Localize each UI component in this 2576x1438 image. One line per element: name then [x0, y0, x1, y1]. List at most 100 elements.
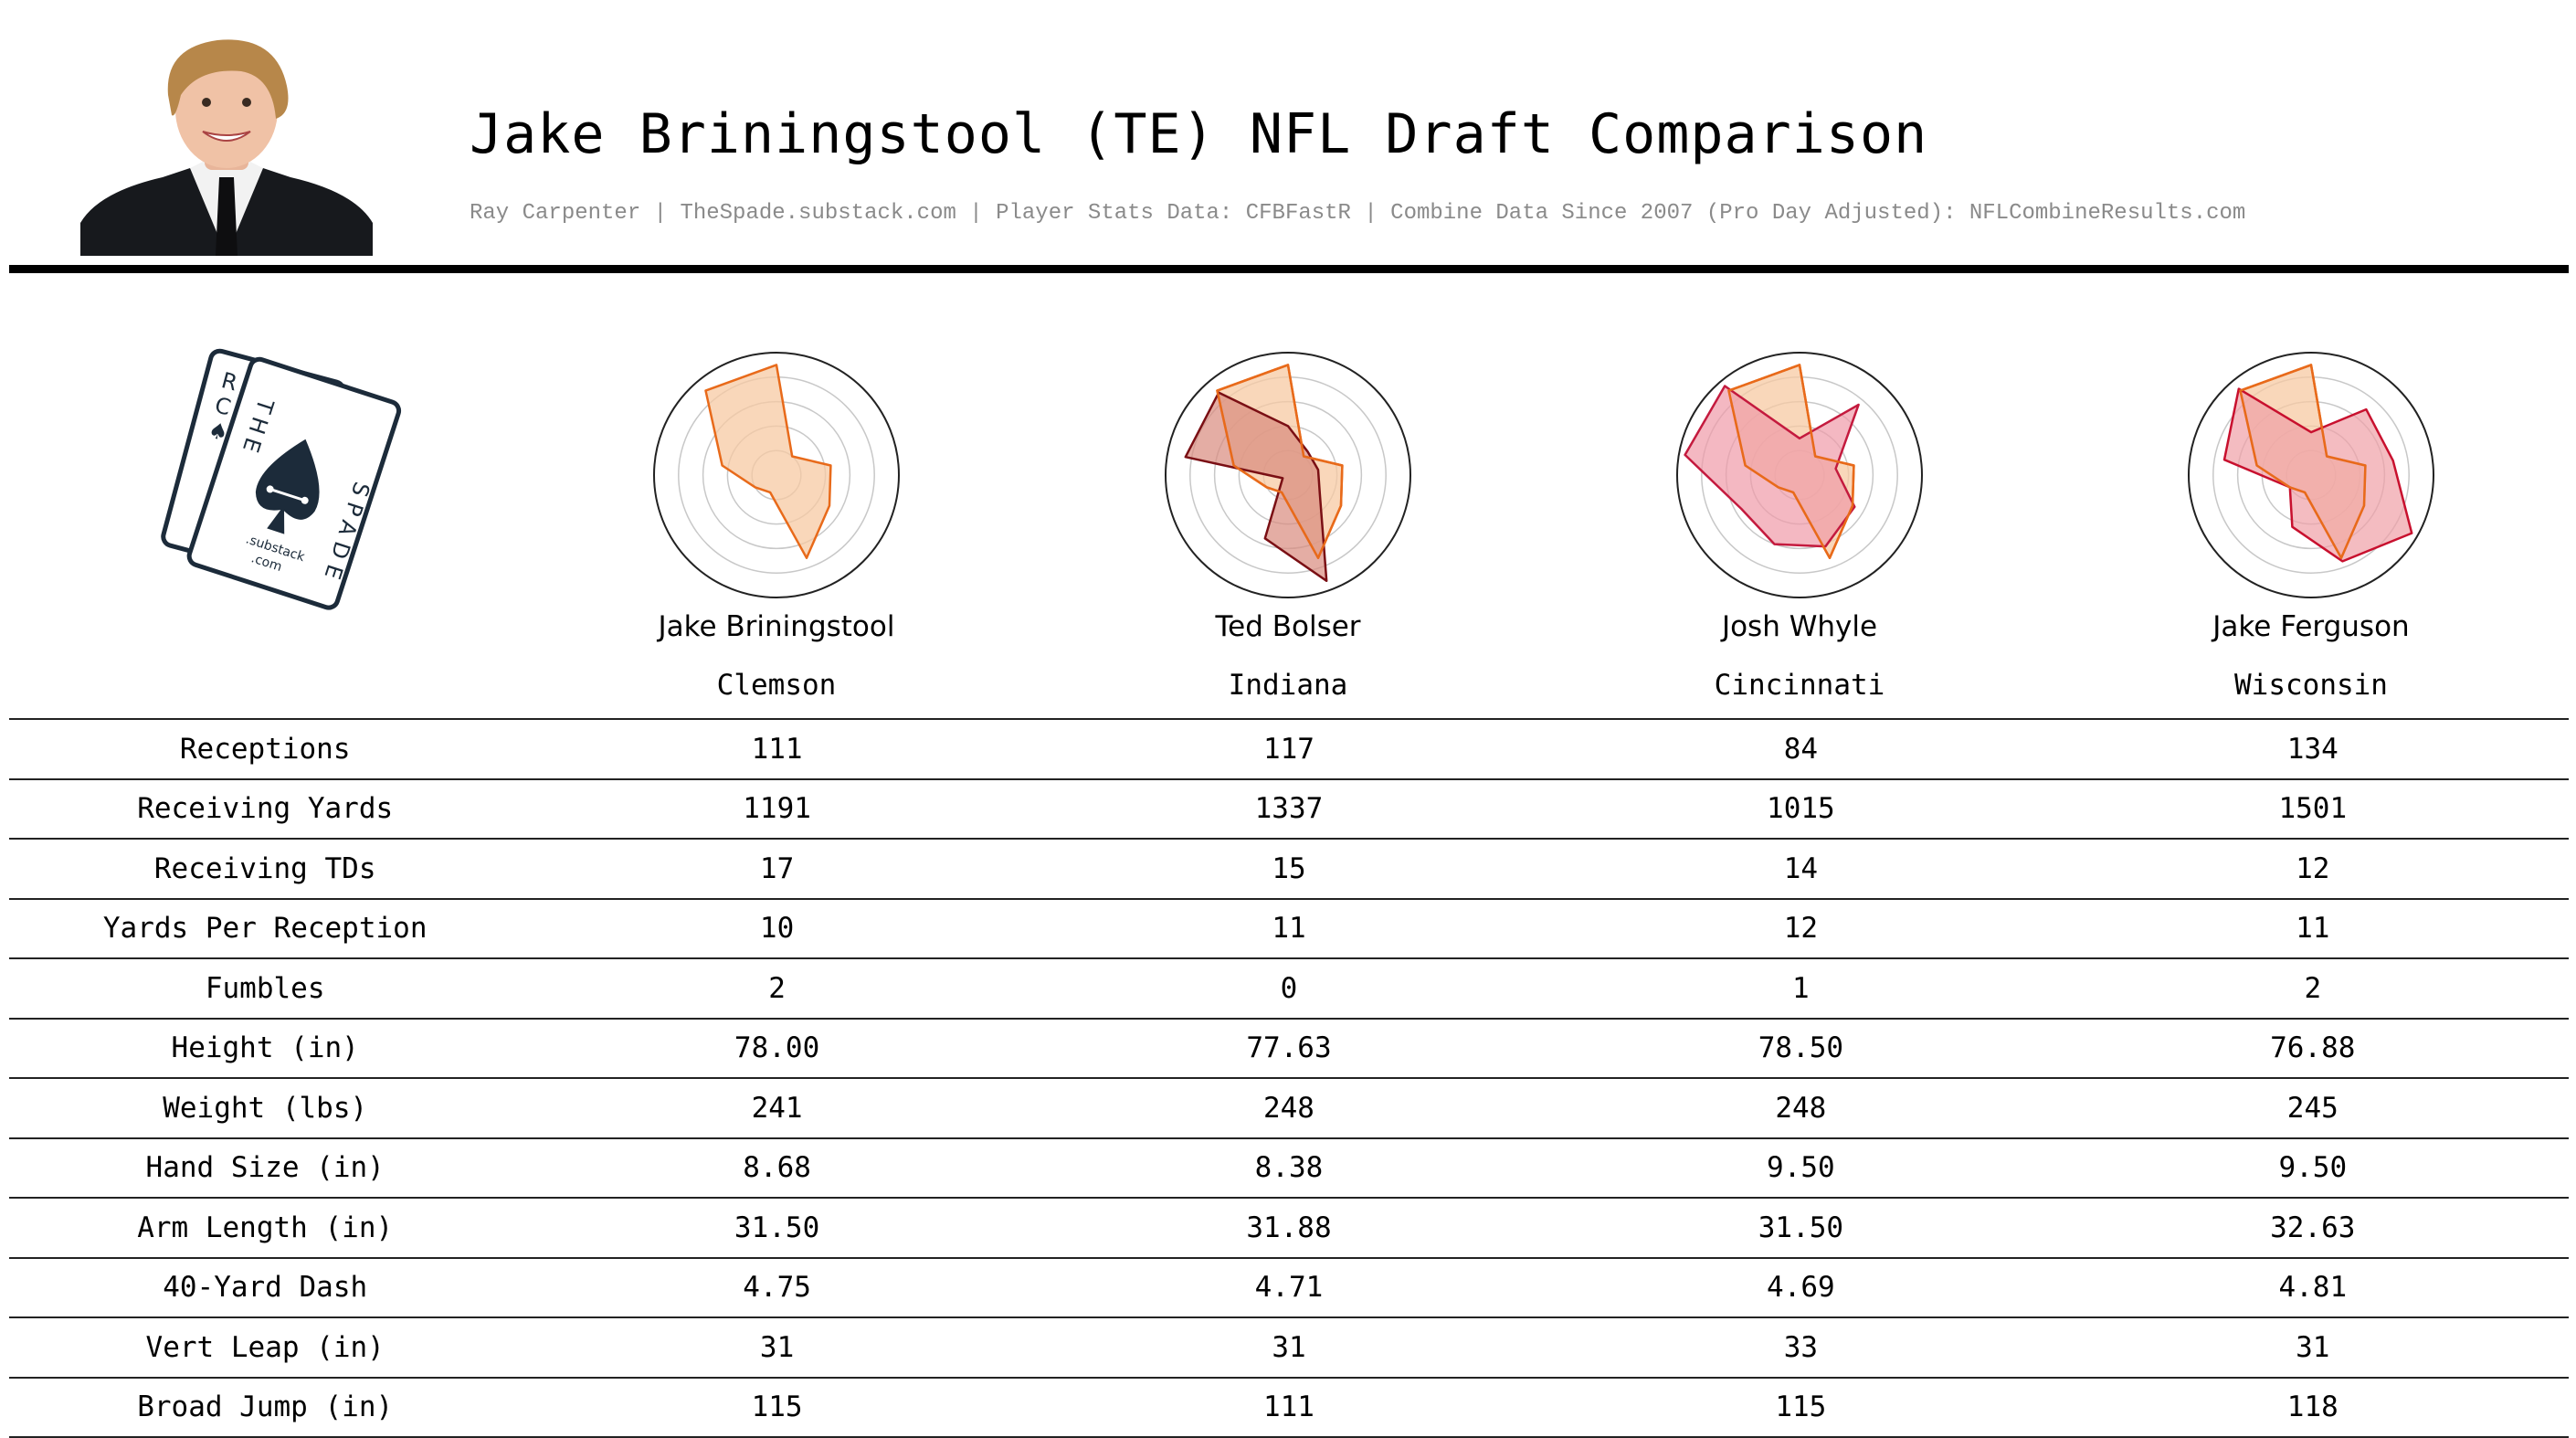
svg-text:C: C [212, 392, 233, 420]
table-cell: 32.63 [2056, 1197, 2569, 1258]
radar-target-series [704, 364, 832, 559]
radar-chart-2 [1165, 352, 1411, 598]
row-label: Arm Length (in) [9, 1197, 522, 1258]
radar-target-outline [1216, 364, 1344, 559]
stats-table: Receptions 111 117 84 134 Receiving Yards 1191… [9, 718, 2569, 1438]
table-cell: 31.50 [1545, 1197, 2057, 1258]
table-cell: 15 [1032, 838, 1546, 899]
table-cell: 117 [1032, 718, 1546, 779]
table-cell: 31.88 [1032, 1197, 1546, 1258]
page-subtitle: Ray Carpenter | TheSpade.substack.com | … [470, 201, 2246, 226]
radar-grid-ring [2188, 352, 2434, 598]
table-cell: 4.71 [1032, 1256, 1546, 1317]
table-cell: 241 [521, 1077, 1033, 1138]
row-label: Height (in) [9, 1017, 522, 1078]
table-cell: 115 [521, 1376, 1033, 1438]
player-school-2: Indiana [1228, 669, 1348, 702]
table-cell: 12 [2056, 838, 2569, 899]
table-cell: 77.63 [1032, 1017, 1546, 1078]
table-cell: 31 [1032, 1316, 1546, 1378]
table-cell: 11 [1032, 897, 1546, 958]
table-cell: 2 [2056, 957, 2569, 1019]
table-cell: 2 [521, 957, 1033, 1019]
table-cell: 4.81 [2056, 1256, 2569, 1317]
table-cell: 4.75 [521, 1256, 1033, 1317]
radar-comparison-series [1684, 385, 1860, 548]
table-cell: 11 [2056, 897, 2569, 958]
table-cell: 12 [1545, 897, 2057, 958]
table-cell: 248 [1545, 1077, 2057, 1138]
table-row: Receiving TDs 17 15 14 12 [9, 838, 2569, 899]
radar-target-outline [2239, 364, 2367, 559]
player-headshot [80, 31, 373, 256]
radar-chart-1 [653, 352, 900, 598]
table-cell: 84 [1545, 718, 2057, 779]
table-row: Receptions 111 117 84 134 [9, 718, 2569, 779]
table-row: Broad Jump (in) 115 111 115 118 [9, 1376, 2569, 1438]
table-cell: 10 [521, 897, 1033, 958]
player-school-1: Clemson [716, 669, 837, 702]
player-name-1: Jake Briningstool [658, 610, 895, 643]
radar-comparison-series [1184, 391, 1328, 583]
table-cell: 245 [2056, 1077, 2569, 1138]
header-divider [9, 265, 2569, 273]
table-cell: 1337 [1032, 777, 1546, 839]
row-label: Fumbles [9, 957, 522, 1019]
player-school-4: Wisconsin [2234, 669, 2388, 702]
radar-target-outline [1727, 364, 1855, 559]
radar-grid-ring [1165, 352, 1411, 598]
row-label: Hand Size (in) [9, 1137, 522, 1198]
row-label: Receiving Yards [9, 777, 522, 839]
table-cell: 31.50 [521, 1197, 1033, 1258]
table-cell: 134 [2056, 718, 2569, 779]
page-title: Jake Briningstool (TE) NFL Draft Compari… [470, 102, 1928, 166]
table-cell: 1191 [521, 777, 1033, 839]
table-cell: 76.88 [2056, 1017, 2569, 1078]
svg-text:R: R [218, 367, 239, 396]
table-cell: 9.50 [2056, 1137, 2569, 1198]
table-cell: 31 [2056, 1316, 2569, 1378]
table-cell: 111 [1032, 1376, 1546, 1438]
table-cell: 1501 [2056, 777, 2569, 839]
table-cell: 33 [1545, 1316, 2057, 1378]
table-row: Weight (lbs) 241 248 248 245 [9, 1077, 2569, 1138]
table-cell: 8.38 [1032, 1137, 1546, 1198]
radar-chart-3 [1676, 352, 1923, 598]
table-cell: 111 [521, 718, 1033, 779]
radar-comparison-series [2222, 387, 2413, 563]
player-name-4: Jake Ferguson [2212, 610, 2410, 643]
radar-chart-4 [2188, 352, 2434, 598]
row-label: Broad Jump (in) [9, 1376, 522, 1438]
table-row: Height (in) 78.00 77.63 78.50 76.88 [9, 1017, 2569, 1078]
row-label: Yards Per Reception [9, 897, 522, 958]
table-cell: 17 [521, 838, 1033, 899]
player-school-3: Cincinnati [1714, 669, 1885, 702]
table-row: Yards Per Reception 10 11 12 11 [9, 897, 2569, 958]
table-cell: 1015 [1545, 777, 2057, 839]
table-cell: 0 [1032, 957, 1546, 1019]
row-label: Weight (lbs) [9, 1077, 522, 1138]
player-name-2: Ted Bolser [1215, 610, 1361, 643]
table-row: Arm Length (in) 31.50 31.88 31.50 32.63 [9, 1197, 2569, 1258]
player-name-3: Josh Whyle [1721, 610, 1878, 643]
table-row: Receiving Yards 1191 1337 1015 1501 [9, 777, 2569, 839]
table-cell: 115 [1545, 1376, 2057, 1438]
table-cell: 31 [521, 1316, 1033, 1378]
table-cell: 118 [2056, 1376, 2569, 1438]
table-cell: 14 [1545, 838, 2057, 899]
the-spade-logo: R C ♠ THE SPADE .substack .com [146, 344, 420, 618]
radar-grid-ring [1676, 352, 1923, 598]
table-row: Vert Leap (in) 31 31 33 31 [9, 1316, 2569, 1378]
row-label: Vert Leap (in) [9, 1316, 522, 1378]
table-cell: 1 [1545, 957, 2057, 1019]
table-cell: 4.69 [1545, 1256, 2057, 1317]
table-cell: 78.00 [521, 1017, 1033, 1078]
radar-grid-ring [653, 352, 900, 598]
row-label: Receiving TDs [9, 838, 522, 899]
table-row: 40-Yard Dash 4.75 4.71 4.69 4.81 [9, 1256, 2569, 1317]
table-cell: 9.50 [1545, 1137, 2057, 1198]
table-cell: 248 [1032, 1077, 1546, 1138]
row-label: Receptions [9, 718, 522, 779]
table-cell: 78.50 [1545, 1017, 2057, 1078]
table-row: Fumbles 2 0 1 2 [9, 957, 2569, 1019]
